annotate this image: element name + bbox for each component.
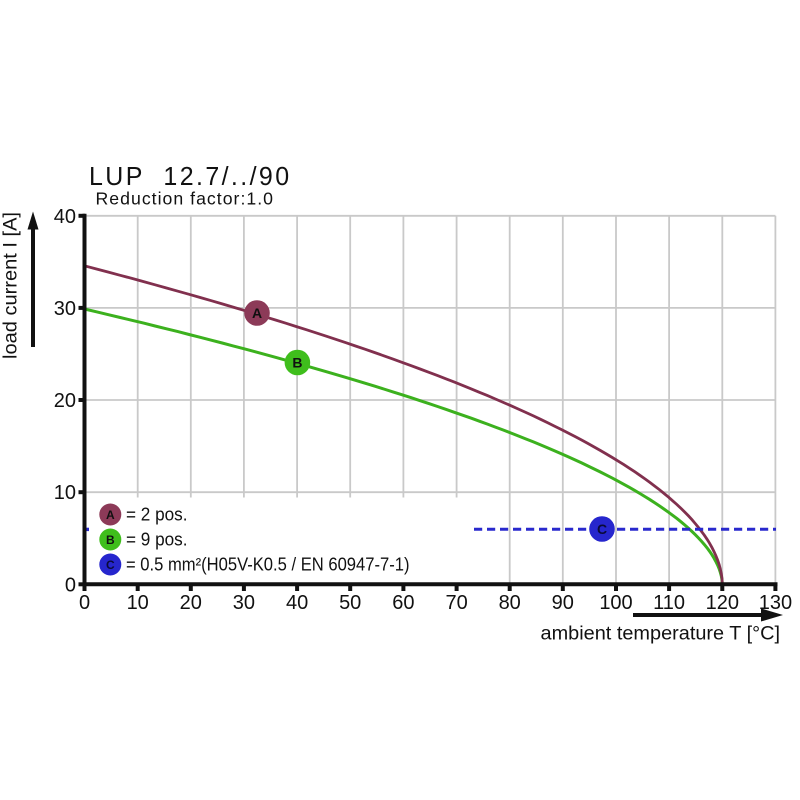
svg-text:20: 20 [180,592,202,614]
svg-text:40: 40 [54,206,76,228]
svg-text:= 2 pos.: = 2 pos. [126,505,188,525]
svg-text:50: 50 [339,592,361,614]
svg-text:A: A [106,508,115,522]
svg-text:B: B [292,355,302,371]
svg-text:0: 0 [79,592,90,614]
svg-text:90: 90 [552,592,574,614]
svg-text:110: 110 [653,592,685,614]
svg-text:A: A [252,305,262,321]
svg-text:LUP 12.7/../90: LUP 12.7/../90 [89,161,292,191]
svg-text:100: 100 [599,592,632,614]
svg-text:60: 60 [392,592,414,614]
svg-text:40: 40 [286,592,308,614]
svg-text:30: 30 [233,592,255,614]
svg-text:10: 10 [54,482,76,504]
svg-text:120: 120 [706,592,739,614]
svg-text:10: 10 [127,592,149,614]
svg-text:80: 80 [499,592,521,614]
svg-text:C: C [106,558,115,572]
svg-text:70: 70 [445,592,467,614]
svg-text:130: 130 [759,592,792,614]
svg-text:20: 20 [54,390,76,412]
svg-text:C: C [597,521,607,537]
svg-text:30: 30 [54,298,76,320]
svg-text:= 0.5 mm²(H05V-K0.5 / EN 60947: = 0.5 mm²(H05V-K0.5 / EN 60947-7-1) [126,555,410,575]
svg-text:ambient temperature T [°C]: ambient temperature T [°C] [541,624,781,645]
svg-text:load current I [A]: load current I [A] [1,212,22,359]
svg-text:= 9 pos.: = 9 pos. [126,530,188,550]
svg-text:0: 0 [65,574,76,596]
svg-text:B: B [106,533,115,547]
svg-text:Reduction factor:1.0: Reduction factor:1.0 [96,189,275,209]
